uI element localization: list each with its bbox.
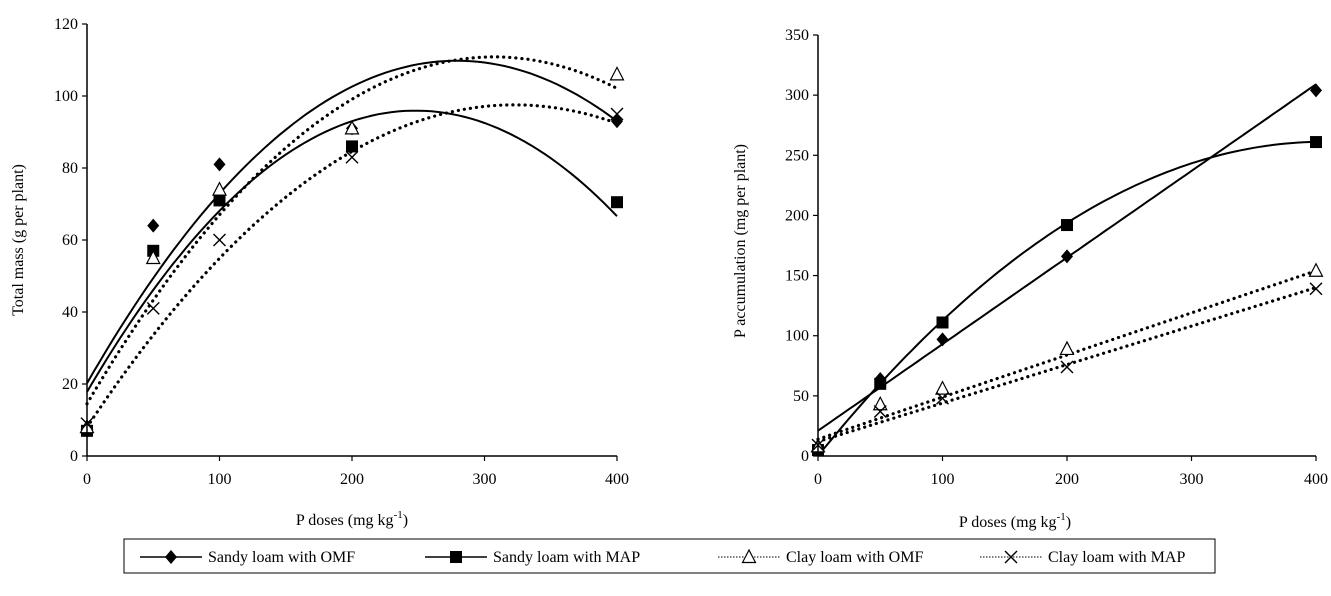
point-sandy-loam-with-map xyxy=(213,194,226,207)
point-clay-loam-with-map xyxy=(213,233,226,247)
point-clay-loam-with-map xyxy=(873,404,887,418)
point-clay-loam-with-omf xyxy=(212,181,227,196)
y-tick-label: 100 xyxy=(785,328,809,345)
point-clay-loam-with-omf xyxy=(1308,262,1324,277)
chart-total-mass-xlabel-suffix: ) xyxy=(403,512,408,529)
x-tick-label: 400 xyxy=(605,471,629,488)
legend-item-sandy-loam-with-omf: Sandy loam with OMF xyxy=(140,549,355,566)
y-tick-label: 350 xyxy=(785,27,809,44)
x-tick-label: 300 xyxy=(1180,471,1204,488)
point-sandy-loam-with-omf xyxy=(1061,249,1073,264)
chart-total-mass: 0 20 40 60 80 100 120 0 100 200 300 400 Total mass … xyxy=(10,16,629,529)
legend-item-clay-loam-with-omf: Clay loam with OMF xyxy=(718,548,923,566)
chart-total-mass-ylabel: Total mass (g per plant) xyxy=(10,164,27,316)
trendline-clay-loam-with-map xyxy=(816,286,1318,444)
x-tick-label: 0 xyxy=(83,471,91,488)
y-tick-label: 20 xyxy=(62,376,78,393)
y-tick-label: 0 xyxy=(70,448,78,465)
x-tick-label: 200 xyxy=(1055,471,1079,488)
trendline-sandy-loam-with-map xyxy=(817,140,1317,457)
point-sandy-loam-with-map xyxy=(611,196,623,209)
chart-p-accumulation-marks xyxy=(810,83,1324,457)
point-clay-loam-with-map xyxy=(936,391,949,405)
point-sandy-loam-with-omf xyxy=(213,157,226,172)
chart-total-mass-xlabel-sup: -1 xyxy=(394,509,403,521)
point-sandy-loam-with-omf xyxy=(1310,83,1322,98)
chart-p-accumulation-axes: 0 50 100 150 200 250 300 350 0 100 200 300 400 xyxy=(785,27,1328,488)
x-tick-label: 0 xyxy=(814,471,822,488)
point-clay-loam-with-map xyxy=(1309,282,1323,296)
legend-label: Clay loam with OMF xyxy=(786,549,923,566)
chart-p-accumulation: 0 50 100 150 200 250 300 350 0 100 200 300 400 P acc… xyxy=(732,27,1328,531)
legend-marker xyxy=(741,548,757,564)
x-tick-label: 400 xyxy=(1304,471,1328,488)
point-sandy-loam-with-map xyxy=(936,316,949,329)
point-clay-loam-with-omf xyxy=(609,66,625,81)
y-tick-label: 60 xyxy=(62,232,78,249)
y-tick-label: 100 xyxy=(54,88,78,105)
point-sandy-loam-with-omf xyxy=(147,218,160,233)
chart-total-mass-xlabel-main: P doses (mg kg xyxy=(296,512,394,529)
point-sandy-loam-with-omf xyxy=(611,114,623,129)
point-clay-loam-with-map xyxy=(1060,360,1074,374)
y-tick-label: 80 xyxy=(62,160,78,177)
legend-box xyxy=(123,538,1216,574)
point-clay-loam-with-omf xyxy=(872,395,888,411)
chart-p-accumulation-xlabel-main: P doses (mg kg xyxy=(959,514,1057,531)
y-tick-label: 40 xyxy=(62,304,78,321)
trendline-clay-loam-with-map xyxy=(85,103,619,429)
point-clay-loam-with-omf xyxy=(145,249,161,265)
x-tick-label: 200 xyxy=(340,471,364,488)
point-sandy-loam-with-map xyxy=(1061,219,1073,232)
y-tick-label: 300 xyxy=(785,87,809,104)
point-clay-loam-with-omf xyxy=(344,120,360,135)
point-sandy-loam-with-map xyxy=(346,140,358,153)
trendline-sandy-loam-with-omf xyxy=(86,59,618,384)
chart-total-mass-axes: 0 20 40 60 80 100 120 0 100 200 300 400 xyxy=(54,16,629,488)
legend-marker xyxy=(1004,550,1018,564)
legend: Sandy loam with OMF Sandy loam with MAP Cl… xyxy=(123,538,1216,574)
point-sandy-loam-with-omf xyxy=(936,332,949,347)
chart-total-mass-marks xyxy=(79,55,625,438)
y-tick-label: 200 xyxy=(785,207,809,224)
legend-marker xyxy=(450,551,462,563)
legend-item-sandy-loam-with-map: Sandy loam with MAP xyxy=(425,549,640,566)
legend-label: Clay loam with MAP xyxy=(1048,549,1185,566)
point-clay-loam-with-omf xyxy=(1059,340,1075,356)
chart-p-accumulation-xlabel-sup: -1 xyxy=(1057,511,1066,523)
point-clay-loam-with-map xyxy=(610,107,624,121)
legend-item-clay-loam-with-map: Clay loam with MAP xyxy=(980,549,1185,566)
chart-p-accumulation-ylabel: P accumulation (mg per plant) xyxy=(732,144,749,338)
legend-marker xyxy=(165,550,177,564)
y-tick-label: 0 xyxy=(801,448,809,465)
chart-p-accumulation-xlabel-suffix: ) xyxy=(1066,514,1071,531)
chart-total-mass-xlabel: P doses (mg kg-1) xyxy=(296,509,408,529)
point-clay-loam-with-map xyxy=(146,301,160,315)
point-clay-loam-with-map xyxy=(345,150,359,164)
point-sandy-loam-with-map xyxy=(874,377,887,390)
x-tick-label: 300 xyxy=(473,471,497,488)
legend-label: Sandy loam with OMF xyxy=(208,549,355,566)
y-tick-label: 150 xyxy=(785,268,809,285)
chart-p-accumulation-xlabel: P doses (mg kg-1) xyxy=(959,511,1071,531)
point-clay-loam-with-omf xyxy=(935,380,950,395)
y-tick-label: 50 xyxy=(793,388,809,405)
x-tick-label: 100 xyxy=(208,471,232,488)
trendline-clay-loam-with-omf xyxy=(85,55,619,406)
y-tick-label: 250 xyxy=(785,147,809,164)
x-tick-label: 100 xyxy=(931,471,955,488)
legend-label: Sandy loam with MAP xyxy=(493,549,640,566)
point-sandy-loam-with-map xyxy=(1310,136,1322,149)
y-tick-label: 120 xyxy=(54,16,78,33)
